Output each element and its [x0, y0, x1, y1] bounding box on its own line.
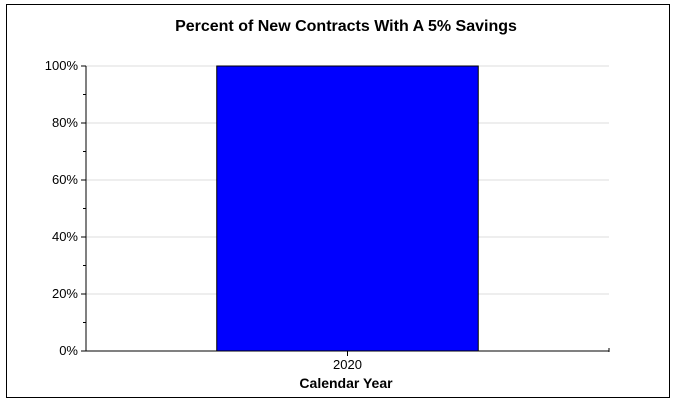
- y-tick-label: 20%: [52, 286, 78, 301]
- y-tick-label: 100%: [45, 58, 79, 73]
- y-tick-label: 80%: [52, 115, 78, 130]
- y-tick-label: 0%: [59, 343, 78, 358]
- y-axis-ticks: 0% 20% 40% 60% 80% 100%: [45, 58, 86, 358]
- x-axis-ticks: 2020: [333, 351, 362, 372]
- bars: [216, 65, 479, 352]
- bar: [216, 65, 479, 352]
- y-tick-label: 40%: [52, 229, 78, 244]
- y-tick-label: 60%: [52, 172, 78, 187]
- chart-title: Percent of New Contracts With A 5% Savin…: [175, 18, 517, 35]
- x-axis-label: Calendar Year: [299, 375, 393, 391]
- x-tick-label: 2020: [333, 357, 362, 372]
